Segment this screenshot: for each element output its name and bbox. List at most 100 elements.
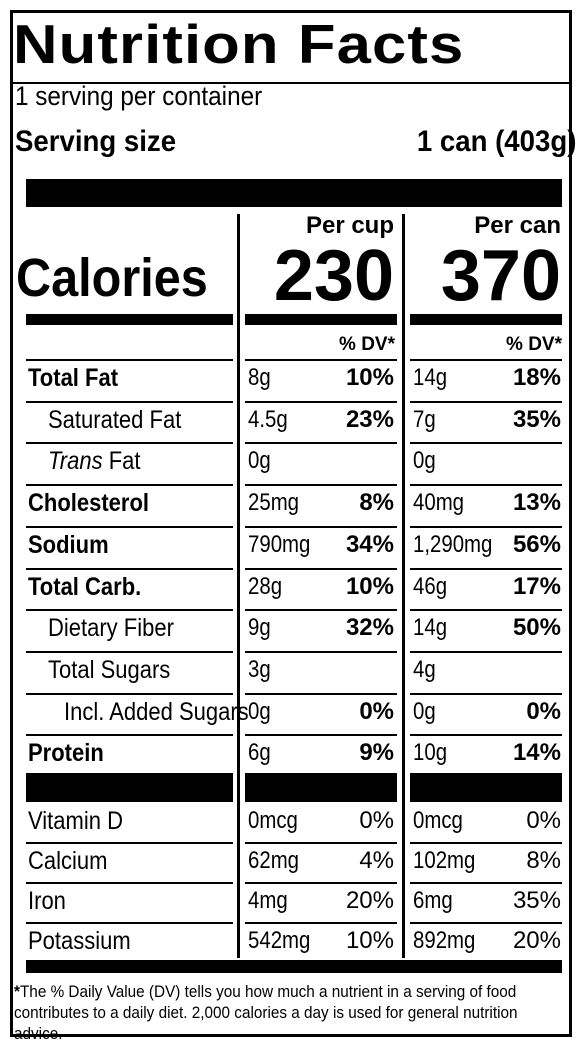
row-rule (26, 609, 233, 612)
can-amount: 14g (413, 614, 448, 642)
cup-amount: 8g (248, 364, 271, 391)
per-cup-header: Per cup (305, 212, 394, 239)
can-dv: 0% (526, 807, 561, 834)
nutrient-name: Total Sugars (48, 655, 170, 685)
row-rule (410, 922, 562, 924)
thick-divider-vitamins-1 (26, 773, 233, 802)
thick-divider-bottom (26, 960, 562, 973)
calories-bar-2 (245, 314, 397, 325)
nutrient-name: Protein (28, 738, 104, 768)
label-title: Nutrition Facts (13, 13, 465, 75)
cup-dv: 20% (345, 887, 394, 914)
row-rule (245, 734, 397, 737)
can-dv: 18% (512, 364, 561, 391)
row-rule (410, 400, 562, 403)
row-rule (245, 842, 397, 844)
nutrient-name: Sodium (28, 530, 109, 560)
nutrient-name-text: Total Sugars (48, 655, 171, 684)
row-rule (26, 400, 233, 403)
can-dv: 8% (526, 847, 561, 874)
servings-per-container: 1 serving per container (15, 81, 263, 111)
can-amount: 0g (413, 447, 436, 475)
per-can-header: Per can (474, 212, 561, 239)
row-rule (245, 359, 397, 361)
can-dv: 35% (512, 887, 561, 914)
serving-size-value: 1 can (403g) (416, 125, 576, 158)
calories-per-can: 370 (440, 236, 561, 316)
calories-bar-3 (410, 314, 562, 325)
row-rule (410, 567, 562, 570)
row-rule (26, 734, 233, 737)
nutrient-name-text: Protein (28, 739, 104, 768)
nutrient-name-text: Saturated Fat (48, 405, 182, 434)
row-rule (245, 692, 397, 695)
cup-amount: 0g (248, 447, 271, 475)
can-amount: 14g (413, 364, 448, 391)
row-rule (245, 650, 397, 653)
cup-dv: 10% (345, 927, 394, 954)
row-rule (245, 484, 397, 487)
cup-amount: 62mg (248, 847, 300, 874)
row-rule (245, 525, 397, 528)
vitamin-name: Calcium (28, 847, 108, 875)
footnote-text: The % Daily Value (DV) tells you how muc… (14, 982, 518, 1043)
can-amount: 892mg (413, 927, 476, 954)
nutrient-name: Incl. Added Sugars (64, 697, 249, 727)
can-dv: 50% (512, 614, 561, 642)
row-rule (26, 442, 233, 445)
row-rule (26, 484, 233, 487)
row-rule (245, 882, 397, 884)
calories-label: Calories (16, 248, 208, 308)
can-amount: 10g (413, 739, 448, 767)
thick-divider-vitamins-3 (410, 773, 562, 802)
nutrient-name-text: Fat (102, 447, 141, 476)
can-amount: 7g (413, 405, 436, 433)
cup-amount: 790mg (248, 530, 311, 558)
nutrient-name-text: Dietary Fiber (48, 614, 174, 643)
row-rule (26, 922, 233, 924)
row-rule (410, 609, 562, 612)
cup-dv: 0% (359, 807, 394, 834)
nutrient-name-text: Total Carb. (28, 572, 142, 601)
cup-dv: 9% (359, 739, 394, 767)
cup-dv: 4% (359, 847, 394, 874)
nutrient-name: Cholesterol (28, 488, 149, 518)
calories-bar-1 (26, 314, 233, 325)
vitamin-name: Potassium (28, 927, 131, 955)
footnote-star: * (14, 982, 20, 1001)
can-amount: 102mg (413, 847, 476, 874)
can-dv: 17% (512, 572, 561, 600)
cup-dv: 23% (345, 405, 394, 433)
thick-divider-top (26, 179, 562, 207)
cup-amount: 3g (248, 655, 271, 683)
row-rule (410, 484, 562, 487)
cup-dv: 10% (345, 364, 394, 391)
nutrient-name: Total Fat (28, 363, 118, 393)
row-rule (410, 650, 562, 653)
can-amount: 0mcg (413, 807, 463, 834)
dv-header-cup: % DV* (339, 334, 395, 355)
row-rule (26, 525, 233, 528)
cup-dv: 10% (345, 572, 394, 600)
can-dv: 0% (526, 697, 561, 725)
nutrient-name: Total Carb. (28, 572, 141, 602)
can-amount: 0g (413, 697, 436, 725)
row-rule (26, 650, 233, 653)
can-dv: 35% (512, 405, 561, 433)
cup-dv: 8% (359, 489, 394, 517)
row-rule (410, 734, 562, 737)
row-rule (245, 567, 397, 570)
row-rule (245, 400, 397, 403)
cup-amount: 9g (248, 614, 271, 642)
cup-amount: 28g (248, 572, 283, 600)
cup-amount: 4.5g (248, 405, 288, 433)
can-dv: 56% (512, 530, 561, 558)
row-rule (26, 567, 233, 570)
nutrient-name-text: Cholesterol (28, 489, 150, 518)
nutrient-name-text: Sodium (28, 530, 109, 559)
can-dv: 20% (512, 927, 561, 954)
vitamin-name: Iron (28, 887, 66, 915)
column-divider-right (402, 214, 405, 958)
row-rule (26, 842, 233, 844)
nutrient-name-italic: Trans (48, 447, 103, 476)
